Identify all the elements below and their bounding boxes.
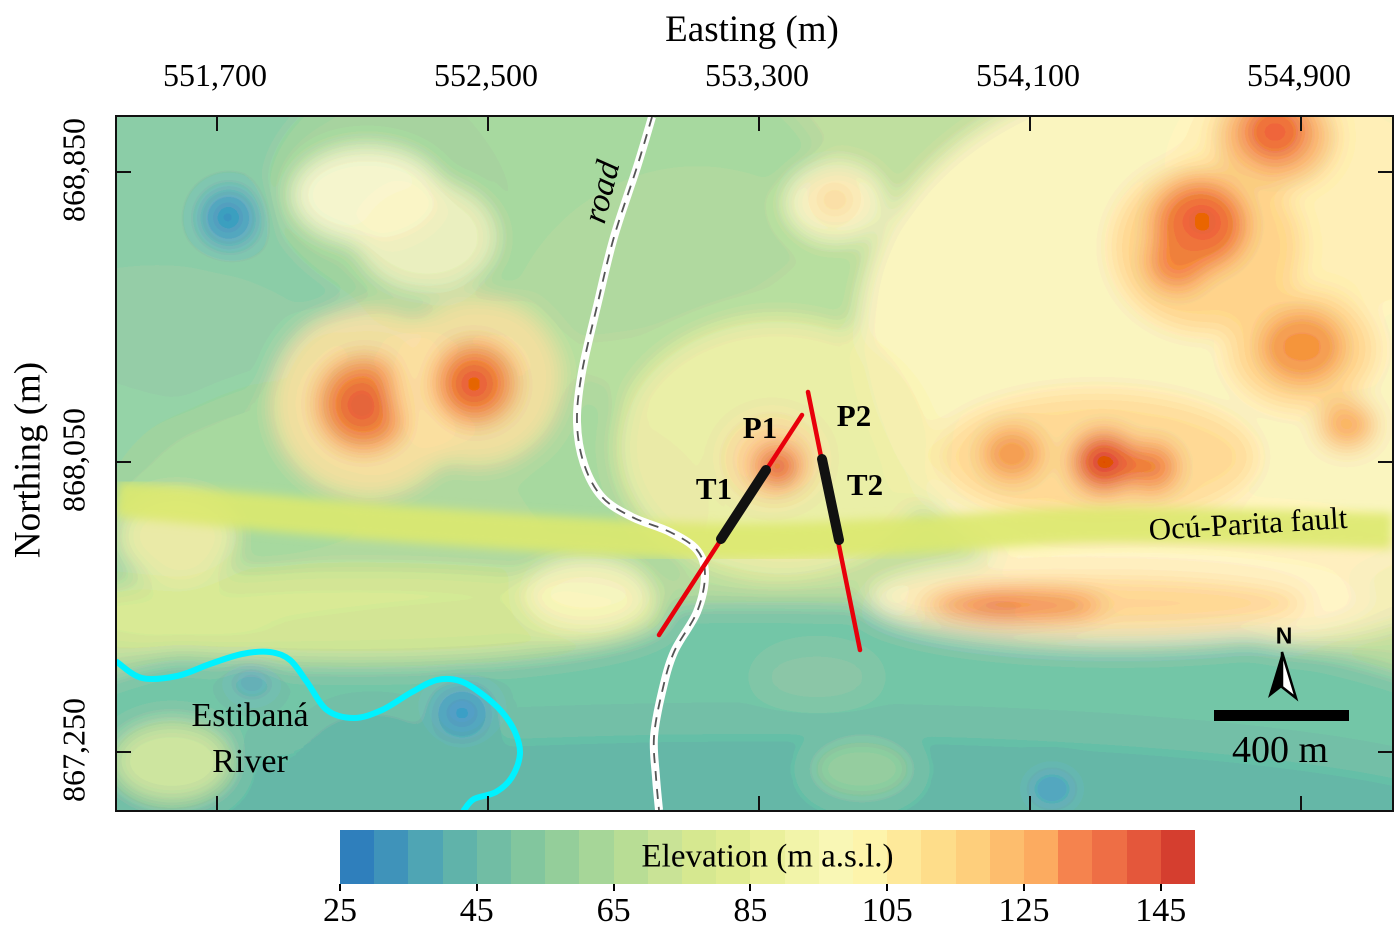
colorbar-segment xyxy=(1024,830,1059,884)
colorbar-segment xyxy=(989,830,1025,884)
y-tick-label: 868,850 xyxy=(55,118,92,222)
colorbar-segment xyxy=(442,830,477,884)
river-label-line2: River xyxy=(212,743,288,780)
y-tick-label: 867,250 xyxy=(55,698,92,802)
profile-p2-label: P2 xyxy=(836,397,872,433)
profile-p2-transect xyxy=(817,454,844,545)
colorbar-segment xyxy=(818,830,854,884)
profile-p1-transect xyxy=(716,465,771,544)
colorbar-tick-label: 125 xyxy=(998,892,1050,929)
y-tick-label: 868,050 xyxy=(55,408,92,512)
colorbar-tick xyxy=(1159,884,1162,891)
north-label: N xyxy=(1275,622,1293,649)
x-tick-label: 551,700 xyxy=(163,57,267,93)
colorbar-segment xyxy=(887,830,922,884)
river-label-line1: Estibaná xyxy=(191,697,309,735)
y-axis-title: Northing (m) xyxy=(7,361,49,559)
colorbar-tick-label: 65 xyxy=(596,892,631,929)
colorbar-segment xyxy=(476,830,512,884)
colorbar-segment xyxy=(1092,830,1127,884)
transect-t1-label: T1 xyxy=(695,470,733,506)
transect-t2-label: T2 xyxy=(846,466,884,502)
x-axis-title: Easting (m) xyxy=(665,9,839,50)
x-tick-label: 553,300 xyxy=(705,57,809,93)
colorbar-segment xyxy=(955,830,990,884)
profile-p1-label: P1 xyxy=(742,409,778,445)
terrain-surface xyxy=(117,117,1392,810)
colorbar-segment xyxy=(511,830,546,884)
colorbar-segment xyxy=(613,830,648,884)
colorbar-segment xyxy=(750,830,785,884)
colorbar-tick xyxy=(612,884,615,891)
colorbar-tick-label: 85 xyxy=(733,892,768,929)
colorbar-segment xyxy=(1058,830,1093,884)
colorbar-tick xyxy=(749,884,752,891)
colorbar-tick-label: 25 xyxy=(323,892,357,929)
colorbar-segment xyxy=(340,830,375,884)
colorbar-segment xyxy=(921,830,956,884)
scale-bar xyxy=(1214,710,1349,721)
colorbar-segment xyxy=(579,830,614,884)
colorbar-tick-label: 45 xyxy=(459,892,494,929)
scale-bar-label: 400 m xyxy=(1231,729,1329,772)
road-line xyxy=(572,117,710,810)
north-arrow-icon xyxy=(1268,651,1299,702)
colorbar-segment xyxy=(545,830,580,884)
colorbar-tick-label: 145 xyxy=(1135,892,1187,929)
x-tick-label: 552,500 xyxy=(434,57,538,93)
colorbar xyxy=(340,830,1195,884)
colorbar-segment xyxy=(716,830,751,884)
fault-band xyxy=(117,481,1392,560)
colorbar-tick xyxy=(339,884,341,891)
colorbar-segment xyxy=(1160,830,1195,884)
colorbar-tick xyxy=(886,884,889,891)
river-label: Estibaná River xyxy=(191,693,308,785)
colorbar-segment xyxy=(1126,830,1161,884)
colorbar-tick-label: 105 xyxy=(861,892,913,929)
colorbar-title: Elevation (m a.s.l.) xyxy=(641,838,894,875)
colorbar-segment xyxy=(853,830,888,884)
colorbar-segment xyxy=(647,830,683,884)
map-canvas: road P1 P2 T1 T2 Ocú-Parita fault Estiba… xyxy=(115,115,1394,812)
colorbar-segment xyxy=(682,830,717,884)
colorbar-tick xyxy=(1023,884,1025,891)
x-tick-label: 554,900 xyxy=(1247,57,1351,93)
colorbar-segment xyxy=(408,830,443,884)
colorbar-segment xyxy=(374,830,409,884)
river-line xyxy=(117,648,524,810)
x-tick-label: 554,100 xyxy=(976,57,1080,93)
colorbar-segment xyxy=(784,830,819,884)
colorbar-tick xyxy=(475,884,478,891)
